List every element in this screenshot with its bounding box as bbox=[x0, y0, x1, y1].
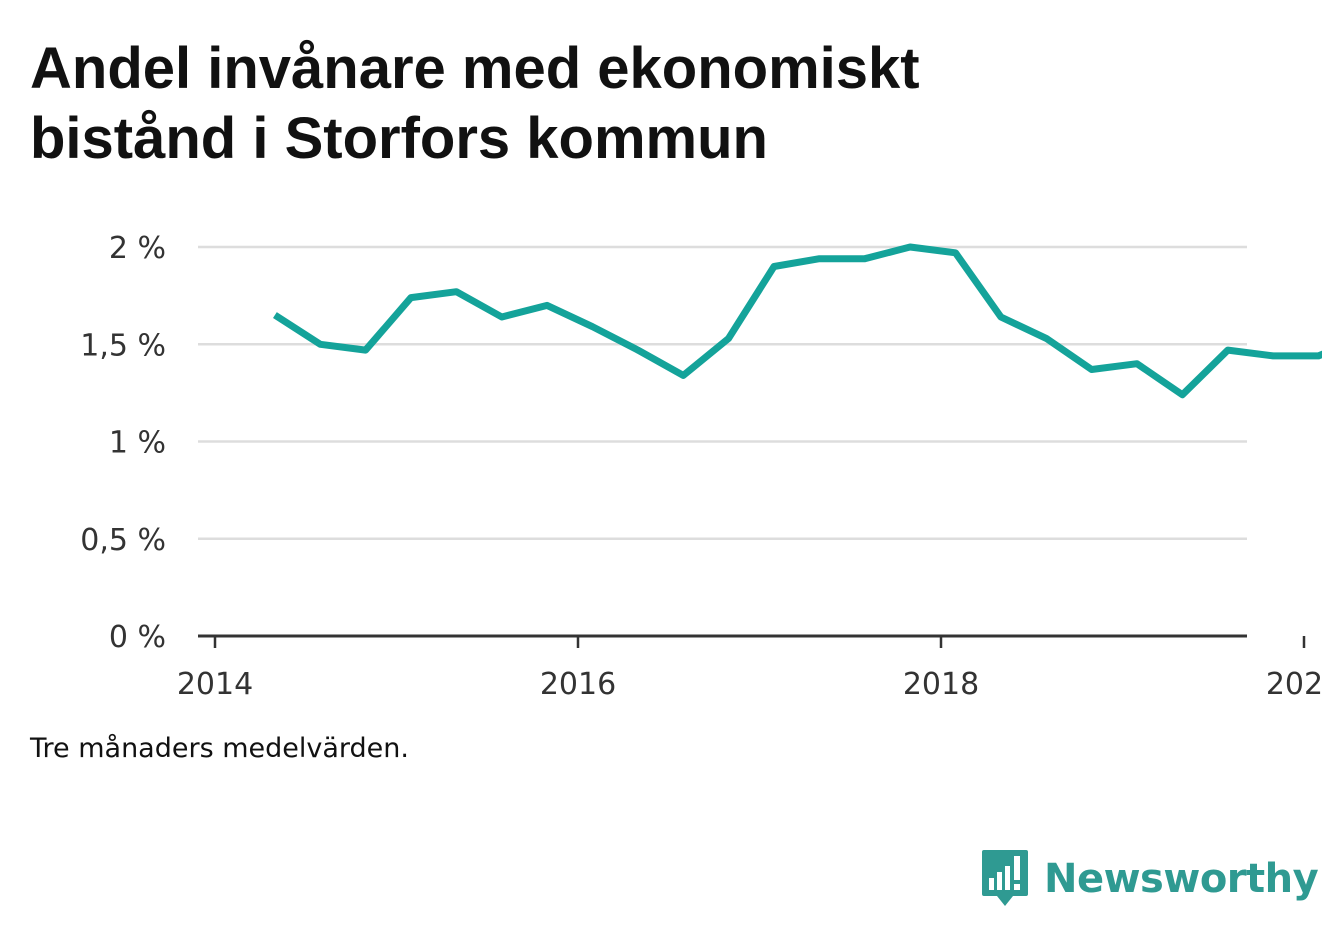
brand-logo[interactable]: Newsworthy bbox=[980, 848, 1319, 910]
brand-name: Newsworthy bbox=[1044, 856, 1319, 902]
x-tick-label: 2016 bbox=[540, 667, 616, 702]
y-tick-label: 1 % bbox=[109, 426, 166, 461]
y-axis-labels: 0 % 0,5 % 1 % 1,5 % 2 % bbox=[80, 231, 166, 655]
chart-title-line-2: bistånd i Storfors kommun bbox=[30, 106, 768, 171]
series-line bbox=[273, 243, 1322, 399]
x-tick-label: 2014 bbox=[177, 667, 253, 702]
y-tick-label: 0,5 % bbox=[80, 523, 166, 558]
x-axis-labels: 201420162018202020222024 bbox=[177, 667, 1322, 702]
x-axis bbox=[198, 634, 1306, 648]
newsworthy-logo-icon bbox=[982, 850, 1028, 906]
y-tick-label: 2 % bbox=[109, 231, 166, 266]
y-tick-label: 1,5 % bbox=[80, 328, 166, 363]
chart-title: Andel invånare med ekonomiskt bistånd i … bbox=[30, 34, 1230, 174]
x-tick-label: 2020 bbox=[1266, 667, 1322, 702]
line-chart: 0 %0,5 %1 %1,5 %2 % 20142016201820202022… bbox=[80, 231, 1322, 702]
chart-note: Tre månaders medelvärden. bbox=[30, 733, 409, 764]
x-tick-label: 2018 bbox=[903, 667, 979, 702]
series-layer bbox=[273, 243, 1322, 399]
y-tick-label: 0 % bbox=[109, 620, 166, 655]
grid-lines bbox=[198, 245, 1247, 540]
chart-title-line-1: Andel invånare med ekonomiskt bbox=[30, 36, 920, 101]
